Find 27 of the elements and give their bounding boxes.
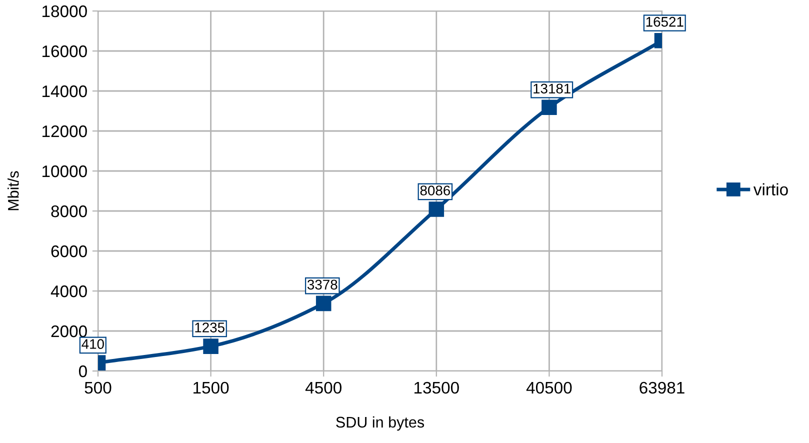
y-tick-label: 4000 — [50, 285, 87, 298]
x-tick-label: 13500 — [414, 382, 459, 394]
x-tick-label: 1500 — [194, 382, 229, 394]
y-tick-label: 10000 — [42, 165, 87, 178]
data-label: 410 — [82, 339, 104, 349]
x-tick-label: 40500 — [526, 382, 572, 394]
data-label: 16521 — [646, 16, 684, 27]
legend-label: virtio — [753, 183, 788, 196]
y-tick-label: 0 — [78, 365, 87, 378]
y-tick-label: 12000 — [42, 125, 87, 138]
y-tick-label: 16000 — [42, 45, 87, 58]
x-tick-label: 500 — [84, 382, 112, 394]
x-tick-label: 63981 — [640, 382, 684, 394]
data-label: 8086 — [420, 186, 450, 196]
data-label: 13181 — [534, 84, 570, 94]
y-tick-label: 8000 — [51, 205, 87, 218]
point — [316, 296, 332, 312]
data-label: 1235 — [195, 322, 224, 332]
data-label: 3378 — [307, 280, 338, 290]
point — [428, 202, 444, 217]
x-tick-label: 4500 — [305, 382, 342, 394]
x-axis-title: SDU in bytes — [336, 416, 424, 431]
y-tick-label: 14000 — [42, 85, 87, 98]
y-tick-label: 6000 — [51, 245, 87, 258]
y-tick-label: 18000 — [42, 5, 87, 18]
y-axis-title: Mbit/s — [8, 171, 19, 210]
y-tick-label: 2000 — [51, 325, 87, 338]
